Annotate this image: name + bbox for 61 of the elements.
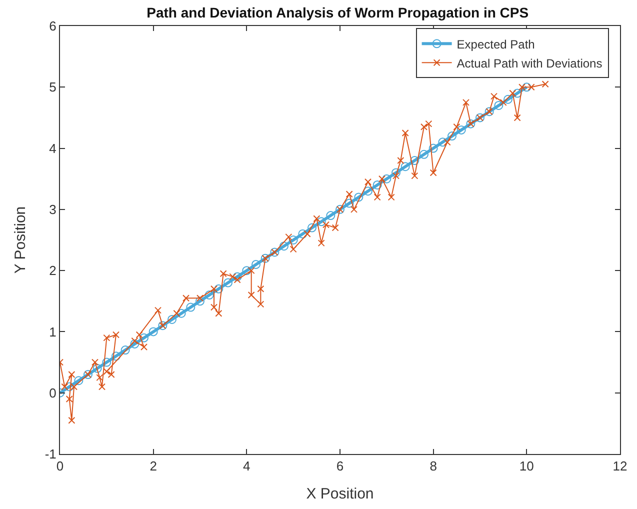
y-tick-label: 4 (49, 140, 56, 156)
point (382, 174, 392, 184)
legend-label: Expected Path (456, 37, 535, 52)
y-tick-label: 5 (49, 80, 56, 95)
point (242, 266, 252, 276)
point (64, 382, 74, 392)
point (112, 352, 120, 361)
x-tick-label: 2 (150, 458, 157, 474)
point (130, 339, 140, 348)
point (102, 358, 112, 367)
point (148, 327, 158, 336)
point (288, 236, 298, 244)
point (168, 314, 176, 324)
point (74, 376, 84, 386)
y-tick-label: 2 (49, 263, 56, 278)
point (392, 168, 400, 178)
y-tick-label: -1 (44, 446, 56, 462)
y-tick-label: 1 (49, 324, 56, 340)
point (512, 88, 522, 98)
point (280, 242, 288, 251)
point (326, 211, 336, 220)
point (504, 94, 512, 104)
chart-title: Path and Deviation Analysis of Worm Propagation in CPS (146, 4, 529, 20)
point (252, 260, 260, 269)
point (438, 138, 448, 147)
point (400, 162, 410, 172)
x-axis-title: X Position (306, 486, 374, 503)
x-tick-label: 12 (612, 458, 628, 474)
y-tick-label: 3 (49, 202, 56, 217)
point (448, 132, 456, 141)
point (204, 290, 214, 300)
point (308, 223, 316, 232)
y-tick-label: 6 (49, 18, 56, 34)
y-tick-label: 0 (49, 385, 56, 400)
point (176, 308, 186, 318)
point (196, 296, 204, 306)
point (92, 364, 102, 373)
x-tick-label: 10 (519, 458, 534, 474)
point (372, 180, 382, 190)
point (232, 272, 242, 282)
point (522, 82, 532, 92)
point (120, 346, 130, 355)
point (456, 125, 466, 134)
x-tick-label: 6 (336, 458, 344, 474)
point (298, 229, 308, 238)
point (428, 144, 438, 153)
x-tick-label: 4 (243, 458, 250, 474)
point (364, 186, 372, 196)
legend-label: Actual Path with Deviations (456, 56, 602, 70)
point (214, 284, 224, 294)
point (410, 156, 420, 166)
point (224, 278, 232, 288)
x-tick-label: 8 (430, 458, 437, 474)
point (344, 198, 354, 208)
point (316, 217, 326, 226)
point (186, 302, 196, 312)
point (420, 150, 428, 159)
point (354, 192, 364, 202)
point (140, 333, 148, 342)
y-axis-title: Y Position (12, 206, 30, 274)
point (494, 100, 504, 110)
